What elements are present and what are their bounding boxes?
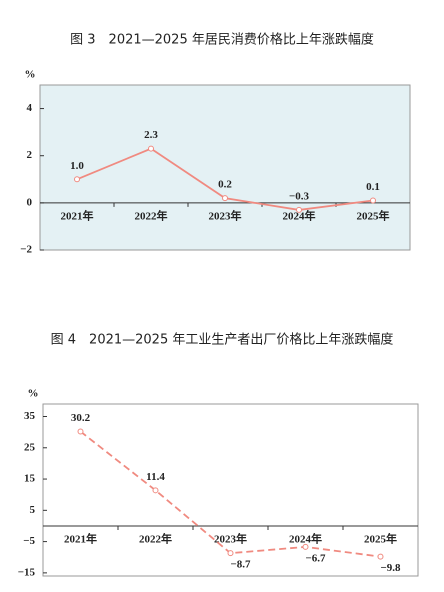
y-tick-label: 5 [30, 504, 36, 516]
plot-area [39, 84, 411, 251]
data-label: 1.0 [70, 160, 84, 172]
data-label: −9.8 [380, 562, 401, 574]
x-tick-label: 2025年 [364, 531, 397, 545]
data-label: 30.2 [71, 412, 91, 424]
y-axis-unit: % [25, 69, 36, 81]
x-tick-label: 2021年 [61, 208, 94, 222]
y-tick-label: −15 [18, 566, 36, 578]
y-tick-label: −5 [23, 535, 35, 547]
x-tick-label: 2021年 [64, 531, 97, 545]
y-tick-label: −2 [20, 244, 32, 256]
data-label: −0.3 [289, 190, 310, 202]
x-tick-label: 2023年 [209, 208, 242, 222]
data-point [222, 195, 228, 202]
y-tick-label: 2 [27, 149, 33, 161]
chart-title: 图 3 2021—2025 年居民消费价格比上年涨跌幅度 [70, 32, 374, 48]
data-point [296, 206, 302, 213]
data-point [227, 550, 234, 557]
data-label: 2.3 [144, 129, 158, 141]
data-label: −6.7 [305, 552, 326, 564]
data-point [370, 197, 376, 204]
x-tick-label: 2024年 [283, 208, 316, 222]
y-axis-unit: % [28, 388, 39, 400]
y-tick-label: 25 [24, 441, 36, 453]
x-tick-label: 2024年 [289, 531, 322, 545]
data-point [77, 428, 84, 435]
data-label: 0.1 [366, 181, 380, 193]
data-label: −8.7 [230, 559, 251, 571]
chart-title: 图 4 2021—2025 年工业生产者出厂价格比上年涨跌幅度 [51, 332, 394, 348]
y-tick-label: 4 [27, 102, 33, 114]
y-tick-label: 35 [24, 410, 36, 422]
data-label: 11.4 [146, 471, 165, 483]
data-point [377, 553, 384, 560]
data-point [302, 543, 309, 550]
y-tick-label: 0 [27, 196, 33, 208]
data-label: 0.2 [218, 179, 232, 191]
data-point [152, 487, 159, 494]
x-tick-label: 2022年 [135, 208, 168, 222]
plot-area [42, 403, 419, 577]
data-point [148, 145, 154, 152]
y-tick-label: 15 [24, 473, 36, 485]
x-tick-label: 2022年 [139, 531, 172, 545]
data-point [74, 176, 80, 183]
x-tick-label: 2023年 [214, 531, 247, 545]
x-tick-label: 2025年 [357, 208, 390, 222]
